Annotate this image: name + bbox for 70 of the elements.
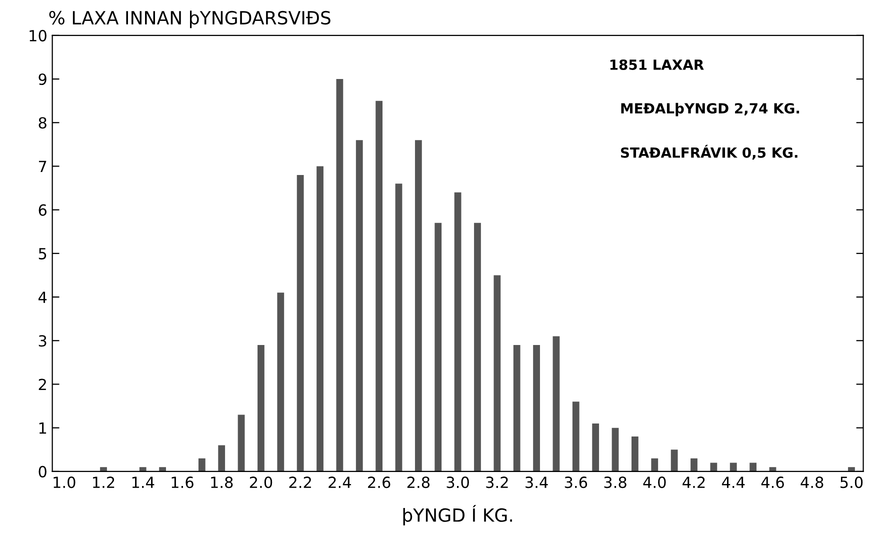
x-tick-label: 2.0: [250, 476, 272, 488]
bar: [750, 462, 756, 472]
y-tick-label: 2: [38, 378, 46, 390]
x-tick-label: 3.4: [526, 476, 548, 488]
x-tick-label: 1.8: [211, 476, 233, 488]
y-tick-label: 8: [38, 117, 46, 129]
bar: [730, 462, 737, 472]
x-tick-label: 1.0: [54, 476, 76, 488]
bar: [356, 140, 363, 472]
x-tick-label: 3.0: [446, 476, 469, 488]
bar: [296, 174, 304, 472]
bar: [494, 275, 501, 472]
bar: [414, 140, 422, 472]
annotation: 1851 LAXAR: [610, 59, 704, 70]
bar: [710, 462, 718, 472]
x-tick-label: 1.6: [172, 476, 194, 488]
x-tick-label: 3.8: [604, 476, 626, 488]
y-tick-label: 6: [38, 204, 46, 216]
x-tick-label: 4.6: [761, 476, 784, 488]
x-tick-label: 4.2: [682, 476, 705, 488]
bar: [434, 222, 442, 472]
bar: [474, 222, 481, 472]
annotation: MEÐALþYNGD 2,74 KG.: [621, 102, 800, 116]
bar: [848, 467, 855, 472]
bar: [395, 184, 402, 472]
bar: [651, 458, 658, 472]
bar: [159, 467, 166, 472]
y-tick-label: 7: [38, 160, 46, 172]
y-tick-label: 4: [38, 292, 47, 303]
bar: [238, 414, 245, 472]
bar: [552, 336, 560, 472]
bar: [533, 344, 540, 472]
bar: [612, 428, 619, 472]
annotation: STAÐALFRÁVIK 0,5 KG.: [620, 144, 798, 160]
x-tick-label: 4.8: [800, 476, 824, 488]
y-tick-label: 3: [38, 335, 46, 347]
bar: [454, 192, 462, 472]
x-tick-label: 4.4: [722, 476, 745, 488]
y-tick-label: 5: [38, 248, 46, 260]
bar: [218, 445, 226, 472]
x-tick-label: 2.8: [407, 476, 430, 488]
bar: [100, 467, 107, 472]
y-tick-label: 9: [38, 73, 46, 86]
x-tick-label: 2.2: [289, 476, 311, 488]
x-tick-label: 3.6: [564, 476, 588, 488]
bar: [572, 402, 580, 472]
x-tick-label: 2.6: [368, 476, 390, 488]
x-tick-label: 4.0: [643, 476, 666, 488]
y-tick-label: 0: [38, 466, 46, 478]
bar: [277, 292, 284, 472]
x-tick-label: 1.2: [93, 476, 114, 488]
x-tick-label: 3.2: [486, 476, 508, 488]
bar: [513, 344, 520, 472]
x-tick-label: 2.4: [328, 476, 351, 488]
bar: [198, 458, 206, 472]
x-tick-label: 1.4: [132, 476, 154, 488]
x-tick-label: 5.0: [840, 476, 863, 488]
bar: [336, 79, 344, 472]
chart-title: % LAXA INNAN þYNGDARSVIÐS: [49, 10, 330, 28]
bar: [376, 100, 383, 472]
y-tick-label: 10: [30, 30, 46, 42]
y-tick-label: 1: [39, 422, 46, 434]
bar: [592, 423, 600, 472]
bar: [139, 467, 146, 472]
bar: [632, 436, 638, 472]
bar: [316, 166, 324, 472]
bar: [258, 344, 264, 472]
bar: [670, 450, 678, 472]
x-axis-title: þYNGD Í KG.: [403, 504, 512, 526]
bar: [690, 458, 698, 472]
